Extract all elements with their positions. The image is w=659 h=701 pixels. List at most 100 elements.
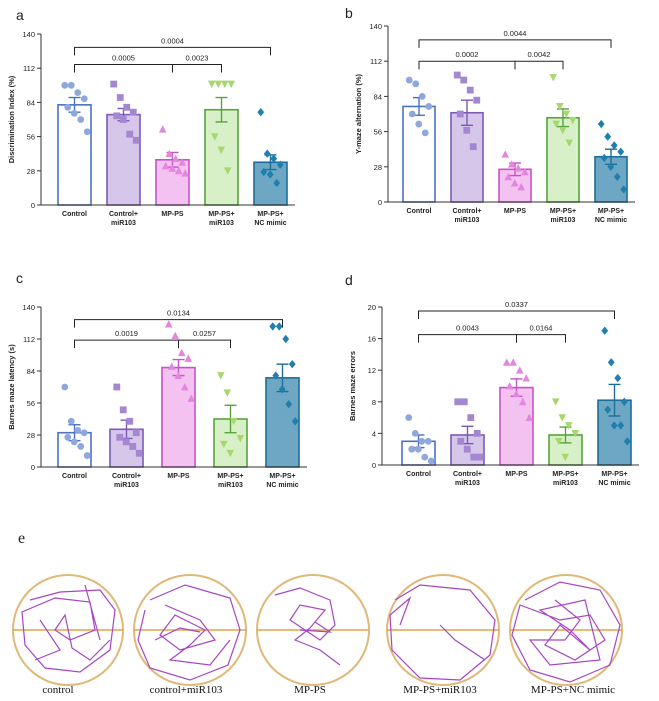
data-point (425, 103, 433, 110)
y-tick-label: 0 (378, 198, 382, 207)
data-point (571, 430, 580, 438)
data-point (522, 374, 531, 382)
y-tick-label: 28 (27, 431, 35, 440)
data-point (229, 417, 238, 426)
y-tick-label: 0 (372, 461, 376, 470)
category-label: Control+ (453, 471, 482, 478)
y-tick-label: 112 (370, 57, 382, 66)
panel-letter: c (16, 270, 23, 286)
panel-e: e control control+miR103 MP-PS (12, 530, 623, 696)
data-point (421, 453, 429, 461)
data-point (158, 125, 167, 133)
bar (450, 111, 484, 203)
data-point (463, 126, 471, 134)
data-point (67, 417, 75, 425)
data-point (549, 74, 558, 82)
data-point (604, 132, 612, 141)
data-point (453, 71, 461, 79)
data-point (180, 383, 189, 391)
data-point (525, 413, 534, 421)
data-point (64, 433, 72, 441)
arena-label-control-mir103: control+miR103 (150, 684, 223, 696)
data-point (291, 417, 299, 426)
data-point (520, 167, 529, 176)
data-point (187, 394, 196, 402)
data-point (614, 373, 622, 383)
data-point (276, 160, 284, 169)
significance-bracket (418, 334, 517, 343)
data-point (502, 358, 511, 366)
panel-letter: b (345, 5, 353, 21)
y-tick-label: 0 (31, 201, 35, 210)
data-point (460, 76, 468, 84)
data-point (552, 120, 561, 129)
data-point (514, 164, 523, 172)
data-point (558, 126, 567, 135)
y-axis-label: Barnes maze latency (s) (7, 344, 16, 430)
data-point (473, 96, 481, 104)
arena-control-mir103 (133, 574, 247, 686)
data-point (412, 80, 420, 88)
data-point (210, 133, 219, 141)
data-point (80, 429, 88, 437)
data-point (610, 421, 618, 430)
category-label: MP-PS (505, 471, 528, 478)
p-value-label: 0.0043 (456, 324, 479, 333)
data-point (132, 429, 140, 437)
data-point (507, 160, 516, 168)
data-point (260, 167, 268, 177)
p-value-label: 0.0042 (528, 50, 551, 59)
category-label: Control+ (112, 473, 141, 480)
data-point (123, 103, 131, 111)
data-point (597, 119, 605, 129)
chart-panel-a: a 0 28 56 84 112 140 Discrimination Index (%) Co… (7, 7, 295, 227)
category-label: miR103 (114, 482, 139, 489)
category-label: miR103 (551, 217, 576, 224)
data-point (116, 94, 124, 101)
data-point (564, 422, 573, 430)
data-point (275, 322, 283, 331)
data-point (607, 162, 615, 171)
data-point (220, 80, 229, 89)
data-point (405, 414, 413, 421)
significance-bracket (74, 319, 283, 328)
arena-label-mp-ps-mir103: MP-PS+miR103 (403, 684, 477, 696)
data-point (512, 389, 521, 398)
data-point (217, 146, 226, 155)
data-point (551, 398, 560, 406)
data-point (510, 179, 519, 187)
category-label: MP-PS+ (552, 471, 578, 478)
data-point (288, 359, 296, 369)
category-label: miR103 (111, 220, 136, 227)
data-point (266, 170, 274, 179)
category-label: Control+ (109, 211, 138, 218)
data-point (174, 371, 183, 379)
data-point (61, 81, 69, 89)
arena-label-mp-ps-nc-mimic: MP-PS+NC mimic (531, 684, 615, 696)
bar (499, 386, 534, 466)
data-point (74, 89, 82, 97)
arena-label-control: control (42, 684, 73, 696)
data-point (476, 453, 484, 461)
data-point (620, 185, 628, 194)
data-point (613, 172, 621, 182)
category-label: NC mimic (595, 217, 627, 224)
chart-panel-d: d 0 4 8 12 16 20 Barnes maze errors Control Contr… (345, 272, 639, 487)
p-value-label: 0.0002 (456, 50, 479, 59)
significance-bracket (418, 39, 612, 48)
data-point (257, 107, 265, 117)
data-point (418, 437, 426, 445)
category-label: MP-PS (167, 473, 190, 480)
data-point (80, 95, 88, 103)
p-value-label: 0.0023 (186, 54, 209, 63)
arena-control (12, 574, 124, 686)
y-tick-label: 56 (374, 128, 382, 137)
data-point (610, 141, 618, 150)
data-point (469, 143, 477, 151)
data-point (167, 362, 176, 370)
y-axis-label: Discrimination Index (%) (7, 75, 16, 163)
data-point (424, 437, 432, 445)
data-point (568, 116, 577, 125)
significance-bracket (74, 64, 173, 73)
